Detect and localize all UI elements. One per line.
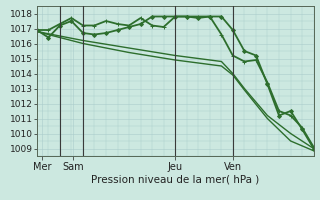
X-axis label: Pression niveau de la mer( hPa ): Pression niveau de la mer( hPa ) (91, 174, 259, 184)
